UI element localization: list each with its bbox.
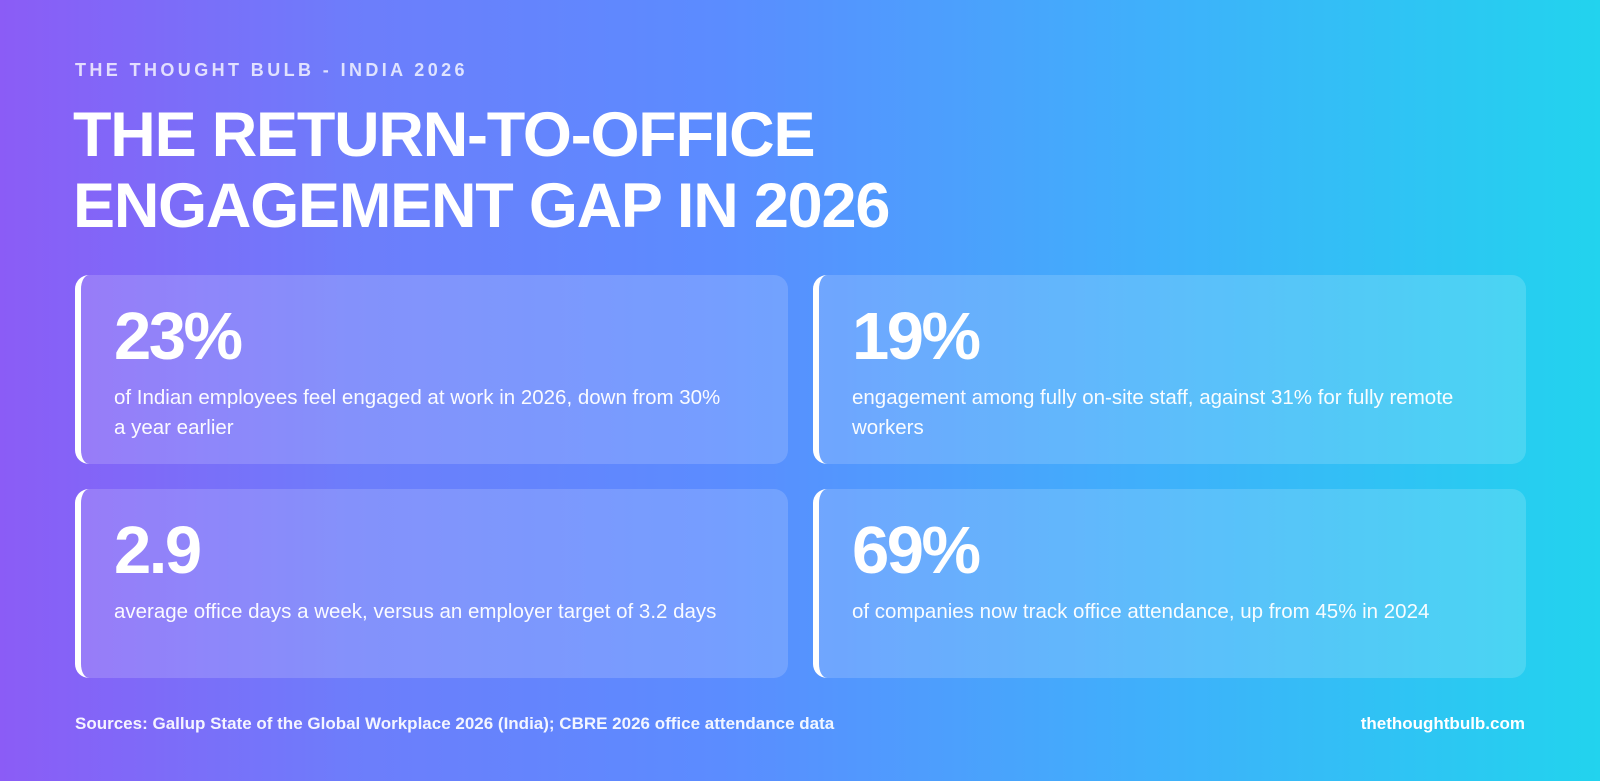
stat-value: 23% [114,299,243,374]
page-title-line-1: THE RETURN-TO-OFFICE [73,100,815,170]
site-link[interactable]: thethoughtbulb.com [1360,714,1525,733]
sources-note: Sources: Gallup State of the Global Work… [75,714,835,733]
page-title: THE RETURN-TO-OFFICE ENGAGEMENT GAP IN 2… [73,100,1073,242]
stat-description: engagement among fully on-site staff, ag… [852,386,1454,439]
stat-card-tracking: 69% of companies now track office attend… [813,489,1526,678]
stat-description: average office days a week, versus an em… [114,600,717,623]
stats-grid: 23% of Indian employees feel engaged at … [75,275,1526,678]
stat-card-office-days: 2.9 average office days a week, versus a… [75,489,788,678]
page-title-line-2: ENGAGEMENT GAP IN 2026 [73,171,890,241]
stat-description: of Indian employees feel engaged at work… [114,386,721,439]
eyebrow-label: THE THOUGHT BULB - INDIA 2026 [75,60,468,80]
stat-card-engaged: 23% of Indian employees feel engaged at … [75,275,788,464]
stat-value: 19% [852,299,981,374]
stat-card-onsite: 19% engagement among fully on-site staff… [813,275,1526,464]
stat-value: 2.9 [114,513,202,588]
stat-description: of companies now track office attendance… [852,600,1430,623]
stat-value: 69% [852,513,981,588]
